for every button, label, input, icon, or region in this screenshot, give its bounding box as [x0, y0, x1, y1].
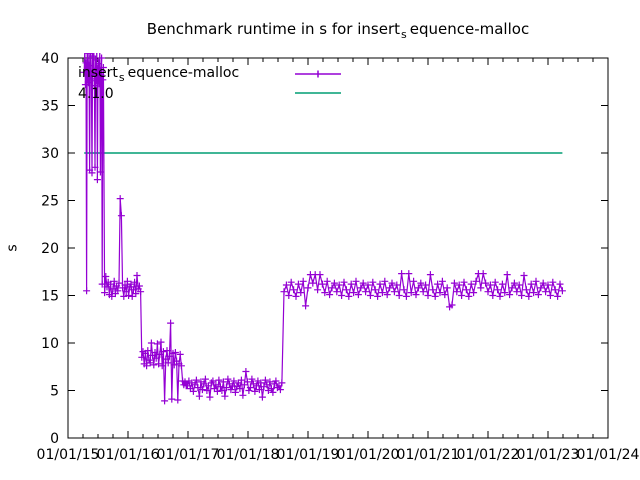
- axis-ticks: [67, 57, 609, 439]
- svg-text:01/01/17: 01/01/17: [157, 447, 220, 463]
- legend-series1-label: inserts equence-malloc: [78, 65, 239, 84]
- svg-text:35: 35: [41, 99, 59, 115]
- svg-text:15: 15: [41, 289, 59, 305]
- svg-text:30: 30: [41, 146, 59, 162]
- svg-text:01/01/22: 01/01/22: [457, 447, 520, 463]
- svg-text:01/01/18: 01/01/18: [217, 447, 280, 463]
- legend-series1-suffix: equence-malloc: [127, 65, 240, 81]
- svg-text:40: 40: [41, 51, 59, 67]
- svg-text:01/01/15: 01/01/15: [37, 447, 100, 463]
- legend-line-series1: [295, 70, 341, 78]
- y-axis-label: s: [4, 244, 21, 252]
- legend-series1-prefix: insert: [78, 65, 118, 81]
- svg-text:01/01/24: 01/01/24: [577, 447, 640, 463]
- series-runtime: [80, 53, 566, 405]
- chart-title-subscript: s: [401, 28, 407, 41]
- svg-text:20: 20: [41, 241, 59, 257]
- chart-title-text: Benchmark runtime in s for insert: [146, 20, 401, 38]
- svg-text:01/01/19: 01/01/19: [277, 447, 340, 463]
- svg-text:01/01/20: 01/01/20: [337, 447, 400, 463]
- series-runtime-line: [83, 53, 563, 401]
- legend-series2-label: 4.1.0: [78, 86, 114, 102]
- svg-text:10: 10: [41, 336, 59, 352]
- legend-samples: [295, 70, 341, 94]
- svg-text:0: 0: [50, 431, 59, 447]
- series-runtime-markers: [80, 53, 566, 405]
- svg-text:25: 25: [41, 194, 59, 210]
- chart-title: Benchmark runtime in s for inserts equenc…: [68, 20, 608, 41]
- svg-text:01/01/23: 01/01/23: [517, 447, 580, 463]
- svg-text:01/01/16: 01/01/16: [97, 447, 160, 463]
- svg-text:5: 5: [50, 384, 59, 400]
- axis-tick-labels: 01/01/1501/01/1601/01/1701/01/1801/01/19…: [37, 51, 640, 463]
- plot-frame: [67, 57, 609, 439]
- svg-text:01/01/21: 01/01/21: [397, 447, 460, 463]
- chart-title-suffix: equence-malloc: [409, 20, 530, 38]
- legend-series1-subscript: s: [118, 71, 125, 84]
